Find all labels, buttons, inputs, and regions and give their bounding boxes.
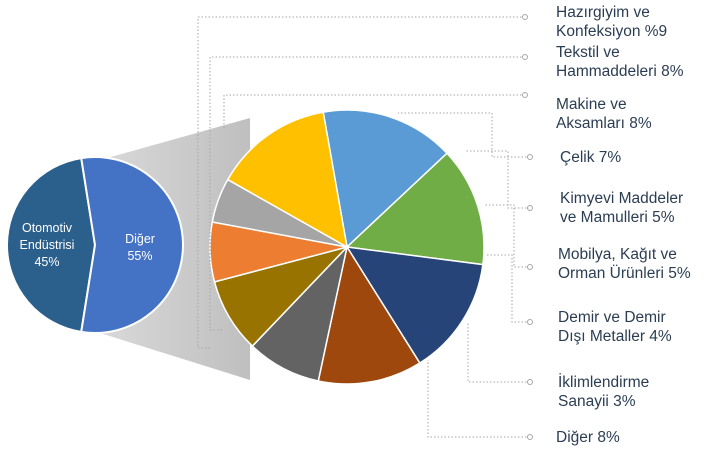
right-slice-label-7-line-0: İklimlendirme — [558, 373, 649, 391]
right-slice-label-6-line-0: Demir ve Demir — [558, 309, 666, 326]
leader-dot-0 — [522, 14, 528, 20]
leader-dot-4 — [527, 205, 533, 211]
right-slice-8 — [226, 111, 349, 249]
right-slice-2 — [345, 246, 484, 365]
left-slice-label-0-line-0: Otomotiv — [22, 221, 73, 235]
right-slice-label-7-line-1: Sanayii 3% — [558, 393, 636, 410]
right-slice-label-8-line-0: Diğer 8% — [556, 429, 620, 446]
left-slice-label-1-line-0: Diğer — [125, 232, 155, 246]
leader-line-3 — [398, 112, 530, 158]
right-slice-label-3-line-0: Çelik 7% — [560, 149, 621, 166]
right-slice-label-0-line-0: Hazırgiyim ve — [556, 4, 650, 21]
right-slice-label-4-line-1: ve Mamulleri 5% — [560, 209, 675, 226]
leader-dot-1 — [522, 54, 528, 60]
right-slice-1 — [345, 152, 485, 266]
left-slice-label-1-line-1: 55% — [127, 249, 152, 263]
right-slice-label-2-line-1: Aksamları 8% — [556, 115, 652, 132]
leader-dot-6 — [527, 319, 533, 325]
left-slice-label-0-line-2: 45% — [34, 255, 59, 269]
leader-dot-8 — [527, 434, 533, 440]
right-slice-label-1-line-0: Tekstil ve — [556, 44, 620, 61]
left-slice-diger — [80, 156, 184, 334]
right-slice-label-4-line-0: Kimyevi Maddeler — [560, 190, 683, 207]
right-slice-label-6-line-1: Dışı Metaller 4% — [558, 328, 672, 345]
leader-line-4 — [466, 150, 530, 209]
leader-dot-7 — [527, 379, 533, 385]
leader-line-6 — [486, 254, 530, 323]
right-slice-3 — [317, 245, 421, 385]
leader-line-2 — [223, 94, 525, 130]
leader-line-7 — [467, 322, 530, 383]
right-slice-label-5-line-0: Mobilya, Kağıt ve — [558, 246, 677, 263]
right-slice-label-0-line-1: Konfeksiyon %9 — [556, 23, 667, 40]
left-slice-label-0-line-1: Endüstrisi — [20, 238, 75, 252]
leader-dot-5 — [527, 264, 533, 270]
leader-line-8 — [427, 360, 530, 438]
leader-dot-2 — [522, 92, 528, 98]
right-slice-0 — [322, 109, 449, 249]
leader-dot-3 — [527, 154, 533, 160]
right-slice-label-2-line-0: Makine ve — [556, 96, 627, 113]
leader-line-1 — [209, 56, 525, 331]
left-slice-otomotiv — [5, 156, 97, 334]
leader-line-5 — [484, 204, 530, 268]
right-slice-label-5-line-1: Orman Ürünleri 5% — [558, 264, 691, 282]
right-slice-label-1-line-1: Hammaddeleri 8% — [556, 63, 684, 80]
